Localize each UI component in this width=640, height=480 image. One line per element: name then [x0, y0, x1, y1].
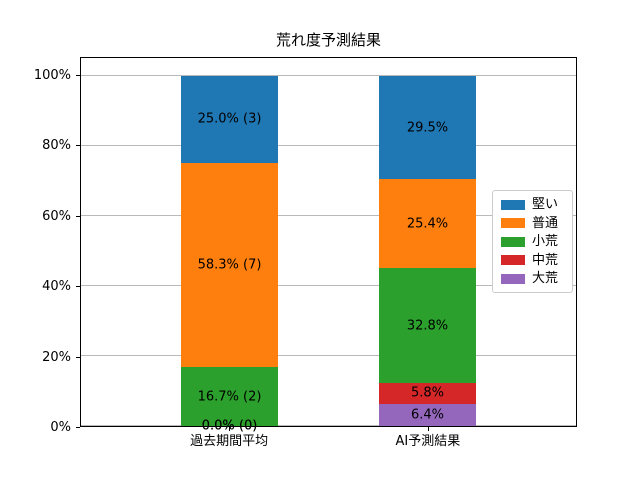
gridline: [81, 74, 576, 76]
y-tick-label: 80%: [42, 138, 71, 154]
x-tick-label: 過去期間平均: [190, 434, 269, 449]
bar-segment-堅い: [379, 75, 476, 180]
bar-segment-label: 58.3% (7): [197, 257, 262, 273]
gridline: [81, 214, 576, 216]
y-tick-label: 100%: [33, 67, 71, 83]
y-tick-mark: [76, 356, 80, 358]
gridline: [81, 425, 576, 426]
bar-segment-label: 25.0% (3): [197, 111, 262, 127]
legend-box: 堅い普通小荒中荒大荒: [492, 190, 573, 293]
legend-label: 大荒: [532, 271, 559, 286]
legend-item: 大荒: [501, 272, 564, 285]
bar-segment-普通: [181, 163, 278, 368]
bar-segment-label: 0.0% (0): [201, 418, 258, 434]
legend-swatch: [501, 236, 525, 247]
bar-segment-label: 6.4%: [410, 407, 445, 423]
chart-title: 荒れ度予測結果: [275, 31, 381, 49]
legend-swatch: [501, 218, 525, 228]
y-tick-label: 40%: [42, 279, 71, 295]
y-tick-mark: [76, 427, 80, 428]
bar-segment-堅い: [181, 75, 278, 164]
bar-segment-小荒: [181, 367, 278, 426]
legend-label: 小荒: [532, 234, 559, 249]
legend-item: 堅い: [501, 198, 564, 211]
bar-segment-label: 29.5%: [406, 120, 449, 136]
x-tick-label: AI予測結果: [395, 434, 461, 449]
x-tick-mark: [427, 427, 429, 431]
legend-label: 中荒: [532, 252, 559, 268]
bar-segment-大荒: [379, 403, 476, 426]
legend-swatch: [501, 255, 525, 265]
y-tick-label: 60%: [42, 208, 71, 224]
legend-item: 普通: [501, 217, 564, 230]
y-tick-label: 0%: [50, 420, 71, 435]
bar-segment-小荒: [379, 268, 476, 384]
bar-segment-中荒: [379, 383, 476, 404]
bar-segment-普通: [379, 179, 476, 269]
legend-label: 普通: [532, 215, 559, 231]
gridline: [81, 284, 576, 286]
bar-segment-label: 5.8%: [410, 385, 445, 401]
bar-segment-label: 32.8%: [406, 318, 449, 334]
bar-segment-label: 16.7% (2): [197, 389, 262, 405]
x-tick-mark: [229, 427, 231, 431]
legend-item: 小荒: [501, 235, 564, 248]
legend-item: 中荒: [501, 254, 564, 267]
gridline: [81, 144, 576, 146]
legend-label: 堅い: [532, 197, 559, 212]
y-tick-mark: [76, 145, 80, 147]
y-tick-mark: [76, 286, 80, 288]
bar-segment-label: 25.4%: [406, 216, 449, 232]
gridline: [81, 354, 576, 356]
bar-segment-label: 0.0% (0): [201, 418, 258, 434]
legend-swatch: [501, 273, 525, 284]
y-tick-label: 20%: [42, 349, 71, 365]
y-tick-mark: [76, 74, 80, 76]
legend-swatch: [501, 199, 525, 210]
y-tick-mark: [76, 215, 80, 217]
